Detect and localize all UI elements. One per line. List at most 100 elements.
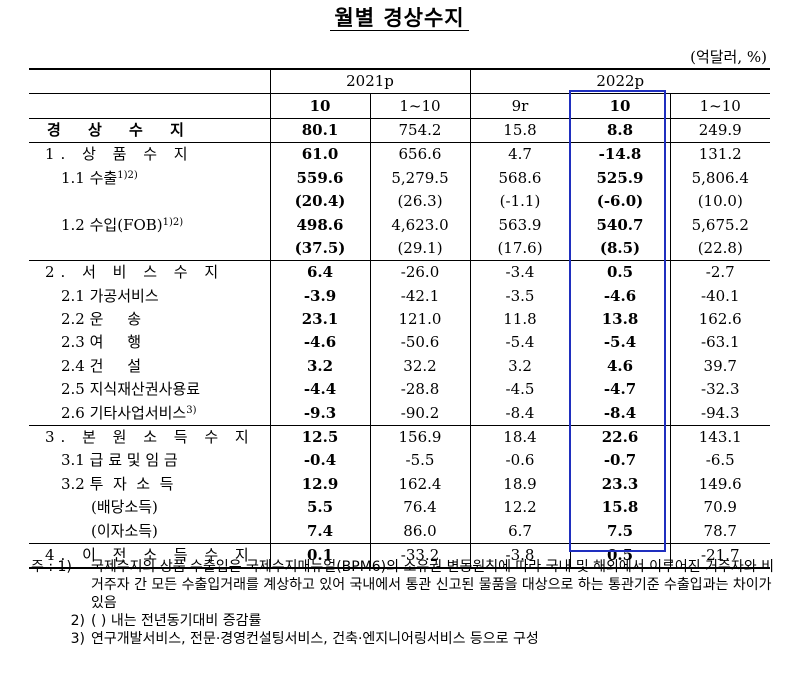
cell-value: -6.5 <box>669 449 770 473</box>
cell-value: -3.4 <box>469 260 570 285</box>
cell-value: -14.8 <box>569 142 670 167</box>
footnote-2: 2) ( ) 내는 전년동기대비 증감률 <box>70 613 262 629</box>
cell-value: -21.7 <box>669 542 770 570</box>
table-row: 3.2 투 자 소 득 12.9 162.4 18.9 23.3 149.6 <box>29 472 770 497</box>
table-row: 2.6 기타사업서비스3) -9.3 -90.2 -8.4 -8.4 -94.3 <box>29 401 770 426</box>
table-row: 1. 상 품 수 지 61.0 656.6 4.7 -14.8 131.2 <box>29 142 770 167</box>
cell-value: 162.6 <box>669 307 770 332</box>
cell-value: 86.0 <box>369 519 470 544</box>
row-label: 3. 본 원 소 득 수 지 <box>29 424 270 450</box>
cell-value: (22.8) <box>669 236 770 261</box>
header-period: 10 <box>269 93 370 119</box>
cell-value: (20.4) <box>269 189 370 214</box>
cell-value: 3.2 <box>269 354 370 379</box>
cell-value: 32.2 <box>369 354 470 379</box>
cell-value: 5,806.4 <box>669 166 770 190</box>
cell-value: (29.1) <box>369 236 470 261</box>
cell-value: 5,279.5 <box>369 166 470 190</box>
table-row: 2.1 가공서비스 -3.9 -42.1 -3.5 -4.6 -40.1 <box>29 284 770 308</box>
cell-value: 7.4 <box>269 519 370 544</box>
cell-value: -4.5 <box>469 378 570 402</box>
cell-value: -5.5 <box>369 449 470 473</box>
cell-value: -4.6 <box>569 284 670 308</box>
cell-value: -94.3 <box>669 401 770 426</box>
row-label: 1.2 수입(FOB)1)2) <box>61 215 184 234</box>
row-label: 경 상 수 지 <box>47 120 195 139</box>
cell-value: -4.7 <box>569 378 670 402</box>
current-account-table: 2021p 2022p 10 1~10 9r 10 1~10 경 상 수 지 8… <box>29 68 770 570</box>
cell-value: 568.6 <box>469 166 570 190</box>
header-year-2022: 2022p <box>469 68 770 94</box>
cell-value: 149.6 <box>669 472 770 497</box>
header-period: 10 <box>569 93 670 119</box>
cell-value: 4.7 <box>469 142 570 167</box>
cell-value: 143.1 <box>669 424 770 450</box>
cell-value: 249.9 <box>669 118 770 143</box>
cell-value: 156.9 <box>369 424 470 450</box>
row-label: 2.6 기타사업서비스3) <box>61 403 197 422</box>
cell-value: -3.5 <box>469 284 570 308</box>
cell-value: -4.4 <box>269 378 370 402</box>
cell-value: -42.1 <box>369 284 470 308</box>
cell-value: 4.6 <box>569 354 670 379</box>
cell-value: 525.9 <box>569 166 670 190</box>
cell-value: -28.8 <box>369 378 470 402</box>
header-year-2021: 2021p <box>269 68 470 94</box>
cell-value: 8.8 <box>569 118 670 143</box>
row-label: 2.4 건 설 <box>61 356 142 375</box>
cell-value: 5.5 <box>269 496 370 520</box>
cell-value: -3.8 <box>469 542 570 570</box>
cell-value: 7.5 <box>569 519 670 544</box>
row-label: 3.1 급 료 및 임 금 <box>61 451 178 470</box>
header-period-row: 10 1~10 9r 10 1~10 <box>29 93 770 119</box>
row-label: 2.1 가공서비스 <box>61 286 159 305</box>
row-label: 1.1 수출1)2) <box>61 168 138 187</box>
cell-value: -26.0 <box>369 260 470 285</box>
cell-value: 6.7 <box>469 519 570 544</box>
row-label: 2.2 운 송 <box>61 310 142 329</box>
cell-value: 12.5 <box>269 424 370 450</box>
cell-value: 80.1 <box>269 118 370 143</box>
cell-value: 563.9 <box>469 213 570 237</box>
table-row: 경 상 수 지 80.1 754.2 15.8 8.8 249.9 <box>29 118 770 143</box>
table-row: 2.3 여 행 -4.6 -50.6 -5.4 -5.4 -63.1 <box>29 331 770 355</box>
row-label: 2.5 지식재산권사용료 <box>61 380 201 399</box>
cell-value: (-6.0) <box>569 189 670 214</box>
cell-value: -5.4 <box>569 331 670 355</box>
cell-value: -40.1 <box>669 284 770 308</box>
table-row: 2.2 운 송 23.1 121.0 11.8 13.8 162.6 <box>29 307 770 332</box>
cell-value: 78.7 <box>669 519 770 544</box>
cell-value: -33.2 <box>369 542 470 570</box>
cell-value: -9.3 <box>269 401 370 426</box>
cell-value: -2.7 <box>669 260 770 285</box>
table-row: (이자소득) 7.4 86.0 6.7 7.5 78.7 <box>29 519 770 544</box>
table-row: 1.2 수입(FOB)1)2) 498.6 4,623.0 563.9 540.… <box>29 213 770 237</box>
cell-value: 18.4 <box>469 424 570 450</box>
cell-value: -0.6 <box>469 449 570 473</box>
header-period: 1~10 <box>669 93 770 119</box>
table-row: 1.1 수출1)2) 559.6 5,279.5 568.6 525.9 5,8… <box>29 166 770 190</box>
row-label: 4. 이 전 소 득 수 지 <box>29 542 270 570</box>
cell-value: 498.6 <box>269 213 370 237</box>
table-row: (배당소득) 5.5 76.4 12.2 15.8 70.9 <box>29 496 770 520</box>
cell-value: 540.7 <box>569 213 670 237</box>
cell-value: 5,675.2 <box>669 213 770 237</box>
cell-value: 70.9 <box>669 496 770 520</box>
row-label: 1. 상 품 수 지 <box>29 142 270 167</box>
cell-value: 3.2 <box>469 354 570 379</box>
table-row: (37.5) (29.1) (17.6) (8.5) (22.8) <box>29 236 770 261</box>
table-row: 3.1 급 료 및 임 금 -0.4 -5.5 -0.6 -0.7 -6.5 <box>29 449 770 473</box>
cell-value: 0.5 <box>569 260 670 285</box>
cell-value: 121.0 <box>369 307 470 332</box>
cell-value: 76.4 <box>369 496 470 520</box>
row-label: 2.3 여 행 <box>61 333 142 352</box>
cell-value: -0.4 <box>269 449 370 473</box>
table-row: (20.4) (26.3) (-1.1) (-6.0) (10.0) <box>29 189 770 214</box>
cell-value: -90.2 <box>369 401 470 426</box>
cell-value: -4.6 <box>269 331 370 355</box>
cell-value: 15.8 <box>469 118 570 143</box>
cell-value: 61.0 <box>269 142 370 167</box>
cell-value: -63.1 <box>669 331 770 355</box>
table-row: 3. 본 원 소 득 수 지 12.5 156.9 18.4 22.6 143.… <box>29 424 770 450</box>
row-label: 3.2 투 자 소 득 <box>61 474 174 493</box>
